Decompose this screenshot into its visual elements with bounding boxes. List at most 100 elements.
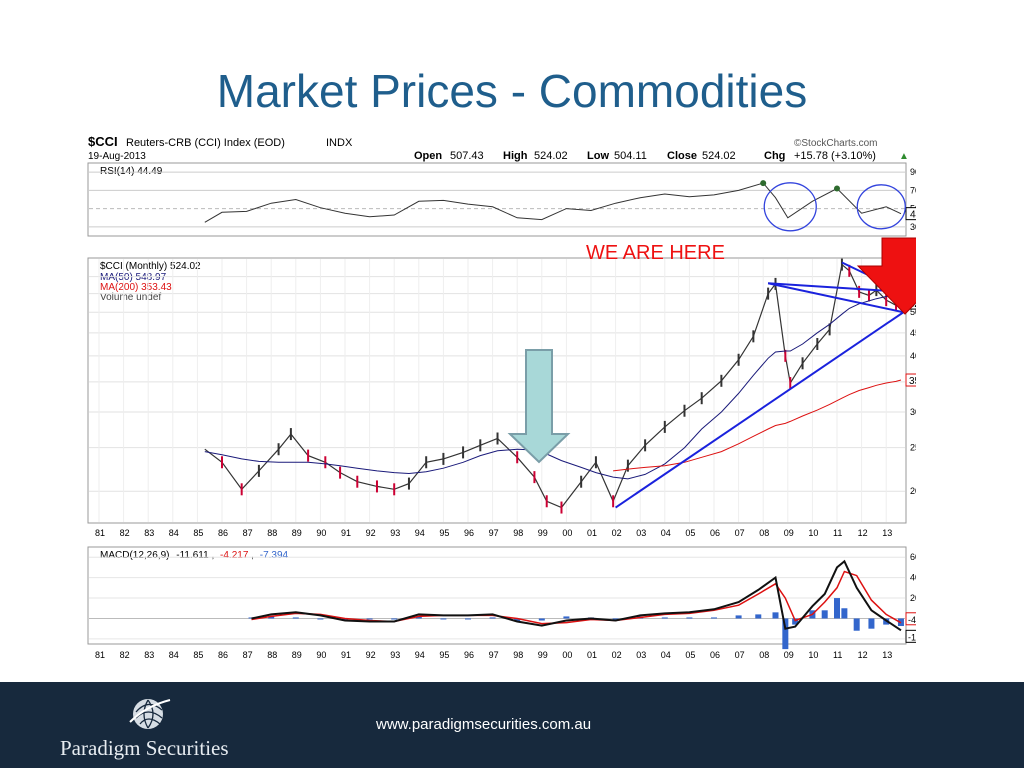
macd-xtick: 00 <box>562 650 572 660</box>
price-panel <box>87 257 907 524</box>
macd-hist-bar <box>563 616 570 619</box>
macd-hist-bar <box>841 608 848 619</box>
macd-xtick: 01 <box>587 650 597 660</box>
slide-title: Market Prices - Commodities <box>216 65 808 117</box>
website-link[interactable]: www.paradigmsecurities.com.au <box>376 716 592 733</box>
macd-hist-bar <box>391 618 398 620</box>
macd-value-box <box>905 629 916 643</box>
macd-hist-bar <box>711 617 717 619</box>
macd-hist-bar <box>465 618 471 620</box>
macd-xtick: 10 <box>808 650 818 660</box>
price-ytick: 200 <box>910 486 916 496</box>
price-ytick: 500 <box>910 307 916 317</box>
macd-panel <box>87 546 907 645</box>
price-value-box <box>905 373 916 387</box>
rsi-title: RSI(14) 44.49 <box>100 166 163 177</box>
price-xtick: 95 <box>439 528 449 538</box>
price-xtick: 08 <box>759 528 769 538</box>
price-xtick: 99 <box>538 528 548 538</box>
macd-xtick: 04 <box>661 650 671 660</box>
trendline-triangle-lower <box>767 282 904 314</box>
macd-hist-bar <box>317 618 324 620</box>
macd-xtick: 82 <box>120 650 130 660</box>
macd-xtick: 03 <box>636 650 646 660</box>
macd-hist-bar <box>792 618 799 625</box>
price-ytick: 450 <box>910 328 916 338</box>
price-ytick: 300 <box>910 407 916 417</box>
macd-hist-bar <box>489 617 496 619</box>
legend-ma200: MA(200) 353.43 <box>100 282 172 293</box>
annotation-layer <box>507 237 916 464</box>
ma50-line <box>204 293 902 480</box>
macd-hist-bar <box>440 618 447 620</box>
macd-value: -11.611 <box>176 550 209 561</box>
macd-hist-bar <box>686 617 693 619</box>
macd-xtick: 11 <box>833 650 842 660</box>
macd-hist-bar <box>661 617 668 619</box>
rsi-ytick: 70 <box>910 185 916 195</box>
close-label: Close <box>667 150 697 162</box>
macd-xtick: 07 <box>735 650 745 660</box>
macd-ytick: 40 <box>910 573 916 583</box>
credit-label: ©StockCharts.com <box>794 138 878 149</box>
macd-xtick: 91 <box>341 650 351 660</box>
macd-sep-1: , <box>211 550 214 561</box>
macd-xtick: 90 <box>316 650 326 660</box>
macd-xtick: 96 <box>464 650 474 660</box>
price-xtick: 02 <box>612 528 622 538</box>
brand-logo: Paradigm Securities <box>58 692 258 762</box>
macd-title: MACD(12,26,9) -11.611 , -4.217 , -7.394 <box>100 550 289 561</box>
brand-name: Paradigm Securities <box>60 736 229 760</box>
price-xtick: 04 <box>661 528 671 538</box>
price-xtick: 97 <box>489 528 499 538</box>
price-xtick: 90 <box>316 528 326 538</box>
macd-hist-bar <box>782 618 789 650</box>
macd-hist-bar <box>612 618 619 620</box>
price-xtick: 89 <box>292 528 302 538</box>
macd-xtick: 13 <box>882 650 892 660</box>
trendline-support <box>615 311 904 509</box>
price-layer: 6005505004504003503002502008182838485868… <box>89 258 916 538</box>
price-ytick: 250 <box>910 443 916 453</box>
macd-xtick: 87 <box>243 650 253 660</box>
chg-arrow-icon: ▲ <box>899 151 909 162</box>
macd-hist-bar <box>853 618 860 631</box>
macd-layer: 6040200-20818283848586878889909192939495… <box>89 552 916 660</box>
close-value: 524.02 <box>702 150 736 162</box>
macd-xtick: 93 <box>390 650 400 660</box>
macd-hist-bar <box>292 617 299 619</box>
trendline-triangle-upper <box>768 282 904 293</box>
down-arrow-red-icon <box>856 237 916 315</box>
price-xtick: 13 <box>882 528 892 538</box>
macd-xtick: 86 <box>218 650 228 660</box>
high-value: 524.02 <box>534 150 568 162</box>
macd-xtick: 92 <box>366 650 376 660</box>
legend-volume: Volume undef <box>100 292 161 303</box>
macd-xtick: 02 <box>612 650 622 660</box>
macd-hist-bar <box>514 618 521 622</box>
price-xtick: 03 <box>636 528 646 538</box>
stockchart: $CCI Reuters-CRB (CCI) Index (EOD) INDX … <box>86 132 916 660</box>
rsi-panel <box>87 162 907 237</box>
price-xtick: 01 <box>587 528 597 538</box>
low-label: Low <box>587 150 609 162</box>
price-xtick: 96 <box>464 528 474 538</box>
price-xtick: 86 <box>218 528 228 538</box>
macd-hist-bar <box>735 615 742 619</box>
macd-xtick: 06 <box>710 650 720 660</box>
macd-xtick: 85 <box>193 650 203 660</box>
macd-value-label: -4.217 <box>908 615 916 625</box>
rsi-overbought-mark <box>760 180 767 187</box>
macd-value-label: -11.611 <box>908 632 916 642</box>
macd-hist-bar <box>834 598 840 619</box>
price-xtick: 05 <box>685 528 695 538</box>
we-are-here-label: WE ARE HERE <box>586 242 725 264</box>
low-value: 504.11 <box>614 150 647 162</box>
price-xtick: 00 <box>562 528 572 538</box>
macd-xtick: 94 <box>415 650 425 660</box>
rsi-circle-2009 <box>763 182 817 232</box>
macd-ytick: 60 <box>910 552 916 562</box>
open-label: Open <box>414 150 442 162</box>
price-xtick: 81 <box>95 528 105 538</box>
price-xtick: 12 <box>858 528 868 538</box>
